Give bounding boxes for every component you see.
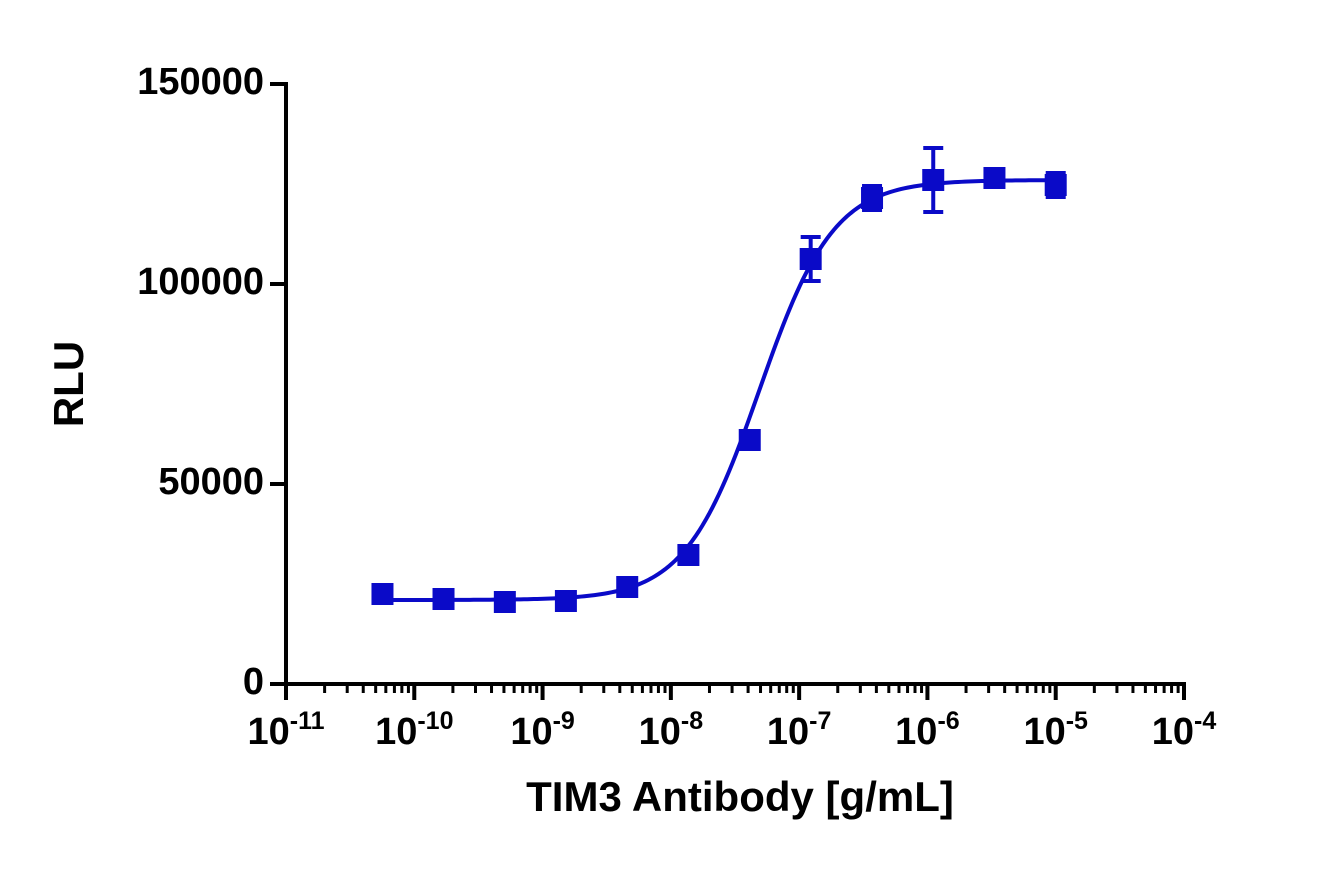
point	[432, 588, 455, 610]
point	[922, 169, 945, 191]
x-axis-title: TIM3 Antibody [g/mL]	[526, 773, 954, 820]
y-tick-label: 100000	[137, 261, 264, 303]
x-tick-exponent: -9	[553, 707, 575, 735]
point	[738, 429, 761, 451]
point	[983, 167, 1006, 189]
point	[799, 248, 822, 270]
x-tick-exponent: -6	[937, 707, 959, 735]
fit-curve	[382, 178, 1056, 602]
x-tick-label: 10-10	[375, 707, 453, 753]
x-tick-label: 10-6	[895, 707, 960, 753]
x-tick-label: 10-4	[1152, 707, 1217, 753]
x-tick-label: 10-9	[510, 707, 575, 753]
x-tick-exponent: -5	[1066, 707, 1088, 735]
point	[1044, 174, 1067, 196]
x-tick-base: 10	[895, 711, 937, 753]
y-axis-title: RLU	[45, 341, 92, 427]
x-tick-base: 10	[767, 711, 809, 753]
x-tick-exponent: -8	[681, 707, 703, 735]
x-tick-label: 10-7	[767, 707, 832, 753]
point	[616, 576, 639, 598]
x-tick-label: 10-5	[1023, 707, 1088, 753]
x-tick-base: 10	[510, 711, 552, 753]
x-tick-exponent: -4	[1194, 707, 1216, 735]
point	[493, 591, 516, 613]
y-tick-label: 150000	[137, 61, 264, 103]
x-tick-base: 10	[1152, 711, 1194, 753]
y-tick-label: 50000	[158, 461, 264, 503]
x-tick-label: 10-8	[639, 707, 704, 753]
point	[371, 583, 394, 605]
x-tick-label: 10-11	[247, 707, 324, 753]
x-tick-exponent: -11	[290, 707, 325, 735]
point	[677, 544, 700, 566]
x-tick-exponent: -7	[809, 707, 831, 735]
point	[554, 590, 577, 612]
y-tick-label: 0	[243, 661, 264, 703]
x-tick-base: 10	[1023, 711, 1065, 753]
x-tick-base: 10	[375, 711, 417, 753]
x-tick-exponent: -10	[417, 707, 453, 735]
point	[861, 187, 884, 209]
x-tick-base: 10	[639, 711, 681, 753]
x-tick-base: 10	[247, 711, 289, 753]
